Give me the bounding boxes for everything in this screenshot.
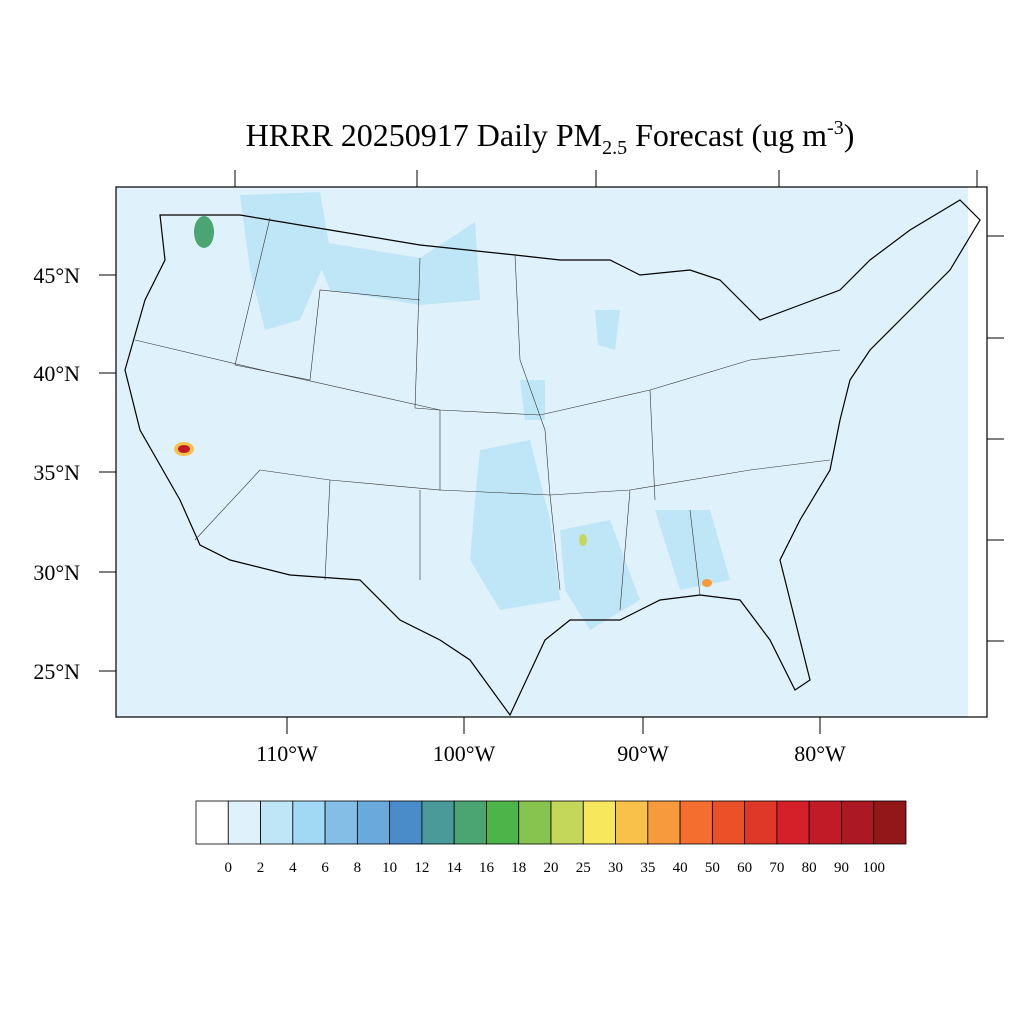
colorbar-box <box>421 800 455 845</box>
title-end: ) <box>844 117 855 153</box>
state-lines <box>134 217 841 611</box>
colorbar-box <box>292 800 326 845</box>
lon-label: 90°W <box>617 741 669 766</box>
colorbar-label: 8 <box>354 860 362 876</box>
colorbar-box <box>808 800 842 845</box>
colorbar-label: 20 <box>544 860 559 876</box>
colorbar-box <box>356 800 391 845</box>
lat-label: 25°N <box>33 659 80 684</box>
colorbar-label: 40 <box>673 860 688 876</box>
colorbar-box <box>453 800 487 845</box>
hotspots <box>174 216 712 587</box>
colorbar-box <box>873 800 907 845</box>
title-mid: Forecast (ug m <box>627 117 827 153</box>
colorbar-box <box>260 800 294 845</box>
colorbar-label: 50 <box>705 860 720 876</box>
colorbar: 0 2 4 6 8 10 12 14 16 18 20 25 30 35 40 50 60 70 80 90 100 <box>195 800 907 876</box>
colorbar-box <box>550 800 584 845</box>
map-background <box>116 187 987 717</box>
title-main: HRRR 20250917 Daily PM <box>246 117 602 153</box>
lat-label: 30°N <box>33 560 80 585</box>
colorbar-box <box>679 800 713 845</box>
colorbar-box <box>744 800 778 845</box>
frame-ticks <box>99 170 1004 734</box>
colorbar-label: 12 <box>414 860 429 876</box>
colorbar-box <box>776 800 810 845</box>
colorbar-label: 16 <box>479 860 495 876</box>
colorbar-label: 2 <box>257 860 265 876</box>
colorbar-box <box>518 800 552 845</box>
colorbar-label: 6 <box>321 860 329 876</box>
map-edge <box>968 187 987 717</box>
lat-label: 45°N <box>33 263 80 288</box>
title-sup: -3 <box>827 117 844 139</box>
colorbar-label: 25 <box>576 860 591 876</box>
colorbar-box <box>195 800 229 845</box>
colorbar-box <box>841 800 875 845</box>
title-sub: 2.5 <box>602 137 627 159</box>
lat-label: 40°N <box>33 361 80 386</box>
colorbar-label: 35 <box>640 860 655 876</box>
lon-label: 80°W <box>794 741 846 766</box>
colorbar-label: 90 <box>834 860 849 876</box>
title: HRRR 20250917 Daily PM2.5 Forecast (ug m… <box>246 117 855 159</box>
colorbar-label: 18 <box>511 860 526 876</box>
map <box>99 170 1004 734</box>
colorbar-box <box>389 800 423 845</box>
map-frame <box>115 186 988 718</box>
lat-label: 35°N <box>33 460 80 485</box>
lon-label: 110°W <box>256 741 318 766</box>
colorbar-box <box>324 800 358 845</box>
colorbar-label: 60 <box>737 860 752 876</box>
colorbar-box <box>647 800 681 845</box>
colorbar-label: 80 <box>802 860 817 876</box>
coastline <box>124 199 981 717</box>
colorbar-label: 4 <box>289 860 297 876</box>
colorbar-label: 0 <box>225 860 233 876</box>
colorbar-label: 10 <box>382 860 397 876</box>
colorbar-label: 14 <box>447 860 463 876</box>
colorbar-box <box>486 800 520 845</box>
lon-label: 100°W <box>433 741 496 766</box>
colorbar-label: 30 <box>608 860 623 876</box>
colorbar-label: 70 <box>769 860 784 876</box>
colorbar-box <box>582 800 616 845</box>
colorbar-label: 100 <box>862 860 885 876</box>
colorbar-box <box>615 800 649 845</box>
colorbar-box <box>711 800 746 845</box>
colorbar-box <box>227 800 261 845</box>
